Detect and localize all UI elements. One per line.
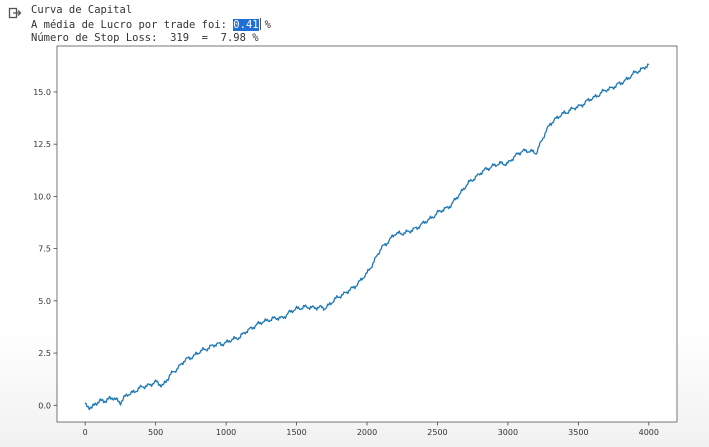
output-icon[interactable]	[8, 6, 22, 20]
equity-curve-line	[84, 63, 650, 411]
y-tick-label: 15.0	[33, 88, 51, 97]
x-tick-label: 3000	[498, 428, 518, 437]
x-tick-label: 3500	[568, 428, 588, 437]
x-tick-label: 500	[148, 428, 163, 437]
output-profit-line: A média de Lucro por trade foi: 0.41%	[31, 17, 271, 33]
y-tick-label: 5.0	[38, 297, 51, 306]
output-stop-loss-line: Número de Stop Loss: 319 = 7.98 %	[31, 32, 259, 44]
y-tick-label: 12.5	[33, 140, 51, 149]
profit-value-selected[interactable]: 0.41	[233, 18, 259, 31]
y-tick-label: 10.0	[33, 192, 51, 201]
x-tick-label: 2500	[427, 428, 447, 437]
output-title: Curva de Capital	[31, 4, 133, 16]
profit-unit: %	[264, 18, 271, 31]
y-tick-label: 2.5	[38, 349, 51, 358]
y-tick-label: 0.0	[38, 401, 51, 410]
x-tick-label: 0	[83, 428, 88, 437]
profit-label: A média de Lucro por trade foi:	[31, 18, 234, 31]
x-tick-label: 4000	[639, 428, 659, 437]
text-cursor-icon	[259, 17, 265, 30]
x-tick-label: 2000	[357, 428, 377, 437]
plot-area	[56, 45, 678, 423]
cell-output-text: Curva de Capital A média de Lucro por tra…	[31, 4, 271, 46]
x-tick-label: 1000	[216, 428, 236, 437]
y-tick-label: 7.5	[38, 245, 51, 254]
x-tick-label: 1500	[286, 428, 306, 437]
